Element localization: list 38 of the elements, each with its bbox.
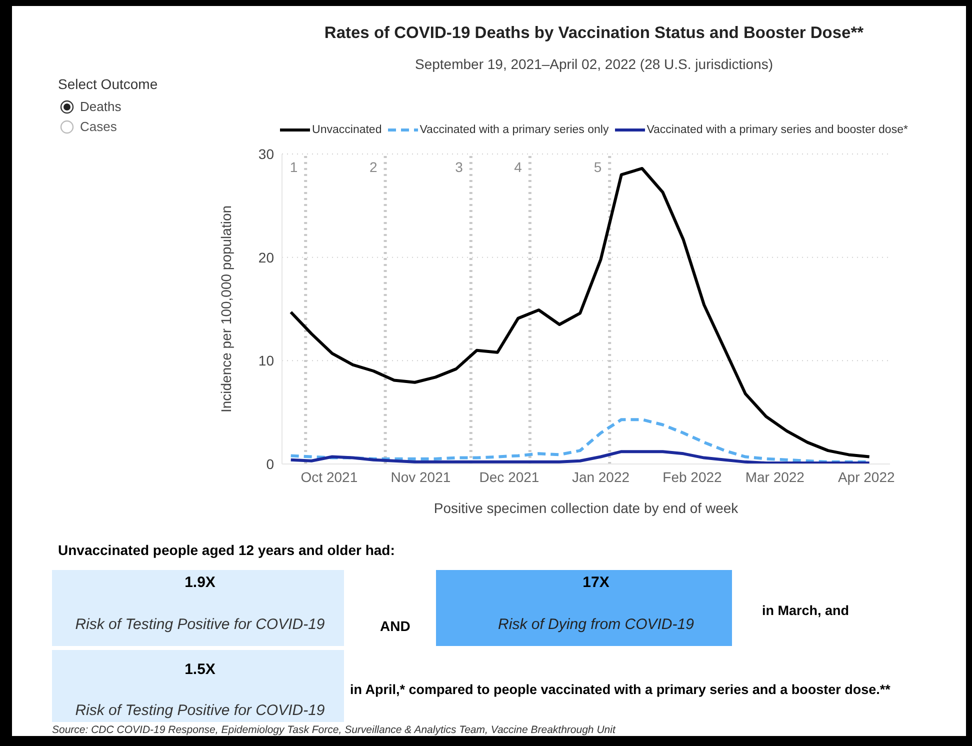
x-tick-label: Dec 2021 — [479, 468, 540, 485]
ref-line-label: 2 — [370, 158, 378, 175]
text: 1.9X — [184, 574, 216, 591]
chart-title: Rates of COVID-19 Deaths by Vaccination Status and Booster Dose** — [323, 24, 865, 43]
x-tick-label: Feb 2022 — [662, 468, 722, 485]
legend-label: Vaccinated with a primary series only — [418, 124, 609, 136]
x-tick-label: Mar 2022 — [745, 468, 805, 485]
source-note: Source: CDC COVID-19 Response, Epidemiology Task Force, Surveillance & Analytics Team, Vaccine Breakthrough Unit — [52, 724, 616, 736]
line-series — [289, 450, 871, 464]
x-tick-label: Apr 2022 — [838, 468, 896, 485]
chart-subtitle: September 19, 2021–April 02, 2022 (28 U.S. jurisdictions) — [414, 56, 774, 72]
text: in March, and — [762, 603, 850, 618]
text: in April,* compared to people vaccinated with a primary series and a booster dose.** — [350, 682, 890, 697]
ref-line-label: 4 — [514, 158, 522, 175]
text: 1.5X — [184, 661, 216, 678]
text: Deaths — [80, 99, 122, 114]
legend-label: Unvaccinated — [311, 124, 382, 136]
x-tick-label: Nov 2021 — [390, 468, 451, 485]
text: Unvaccinated people aged 12 years and older had: — [58, 542, 395, 558]
x-axis-title: Positive specimen collection date by end of week — [434, 500, 740, 516]
x-tick-label: Jan 2022 — [572, 468, 630, 485]
text: AND — [380, 618, 410, 634]
y-axis-title: Incidence per 100,000 population — [218, 205, 234, 413]
text: Select Outcome — [58, 76, 158, 92]
y-tick-label: 0 — [266, 456, 274, 472]
text: Risk of Dying from COVID-19 — [497, 616, 695, 633]
x-tick-label: Oct 2021 — [300, 468, 358, 485]
y-tick-label: 20 — [258, 249, 274, 266]
text: 17X — [582, 574, 610, 591]
ref-line-label: 5 — [594, 158, 602, 175]
legend-label: Vaccinated with a primary series and booster dose* — [646, 124, 908, 136]
text: Risk of Testing Positive for COVID-19 — [74, 616, 326, 633]
text: Risk of Testing Positive for COVID-19 — [74, 702, 326, 719]
ref-line-label: 1 — [290, 158, 298, 175]
text: Cases — [80, 119, 117, 134]
y-tick-label: 30 — [258, 146, 274, 162]
y-tick-label: 10 — [258, 352, 274, 369]
ref-line-label: 3 — [455, 158, 464, 175]
